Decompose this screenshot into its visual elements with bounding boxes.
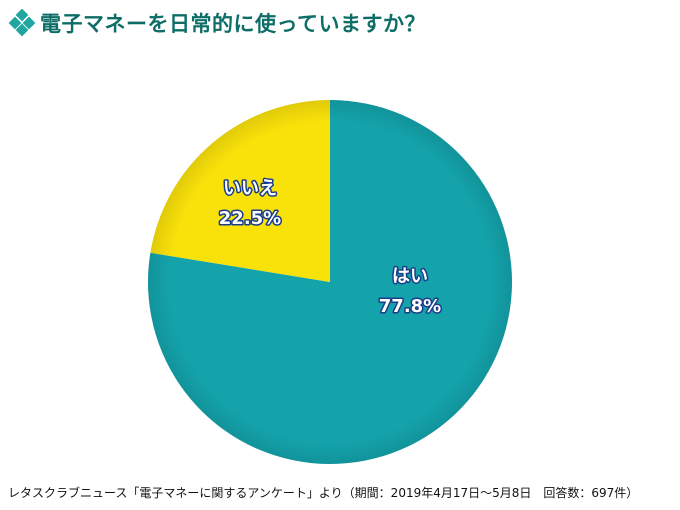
slice-label: はい (392, 266, 428, 287)
pie-labels: はい 77.8% いいえ 22.5% (217, 177, 442, 319)
chart-title-row: 電子マネーを日常的に使っていますか？ (8, 6, 426, 40)
diamond-cluster-icon (8, 9, 36, 37)
slice-value-label: 22.5% (219, 208, 281, 229)
source-note: レタスクラブニュース「電子マネーに関するアンケート」より（期間：2019年4月1… (8, 486, 639, 500)
slice-label: いいえ (223, 178, 277, 199)
chart-title: 電子マネーを日常的に使っていますか？ (40, 12, 426, 36)
pie-edge-shading (148, 100, 512, 464)
slice-value-label: 77.8% (379, 296, 441, 317)
